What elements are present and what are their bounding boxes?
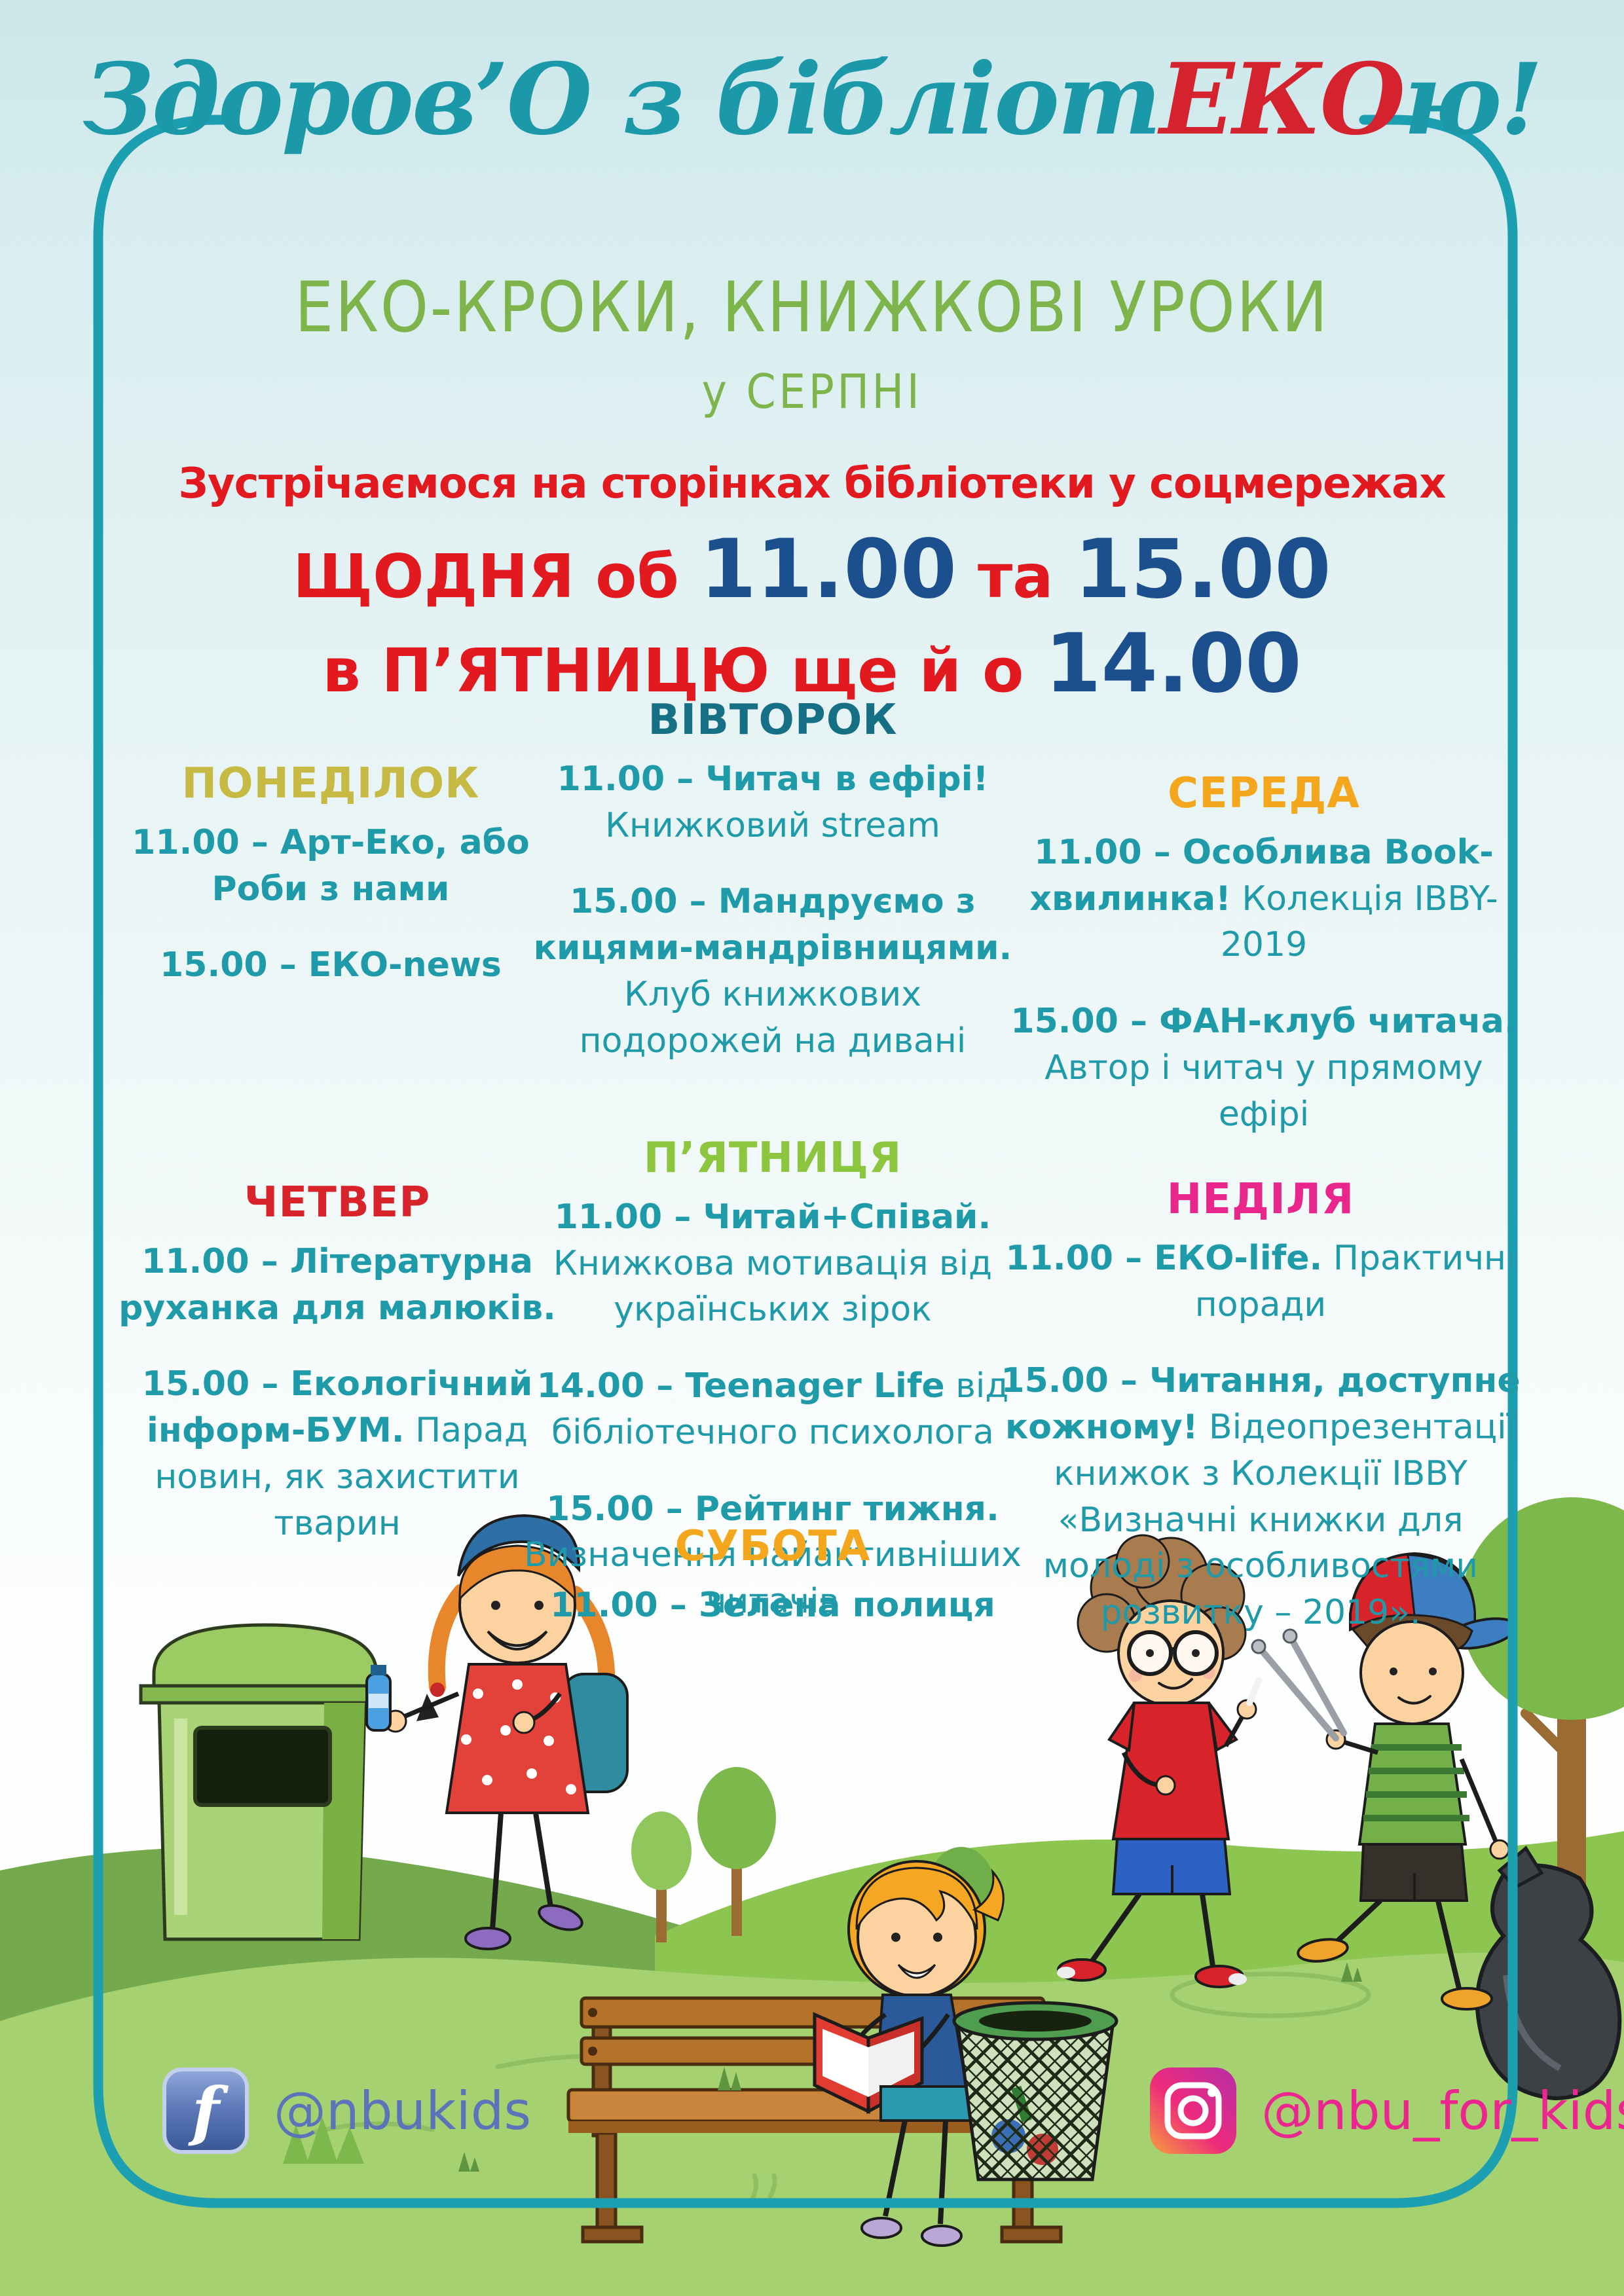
event: 15.00 – ЕКО-news bbox=[160, 945, 502, 985]
event: 15.00 – ФАН-клуб читача. Автор і читач у… bbox=[1010, 1002, 1517, 1134]
day-thursday: ЧЕТВЕР 11.00 – Літературна руханка для м… bbox=[98, 1178, 576, 1576]
day-monday-title: ПОНЕДІЛОК bbox=[181, 759, 480, 808]
facebook-link[interactable]: f @nbukids bbox=[162, 2068, 531, 2154]
event: 15.00 – Мандруємо з кицями-мандрівницями… bbox=[533, 882, 1012, 1061]
facebook-handle: @nbukids bbox=[274, 2080, 532, 2141]
day-wednesday: СЕРЕДА 11.00 – Особлива Book-хвилинка! К… bbox=[1008, 769, 1519, 1167]
day-sunday-title: НЕДІЛЯ bbox=[1166, 1175, 1355, 1224]
litter-basket bbox=[952, 2001, 1118, 2181]
event: 11.00 – Зелена полиця bbox=[550, 1586, 995, 1625]
day-tuesday: ВІВТОРОК 11.00 – Читач в ефірі! Книжкови… bbox=[524, 696, 1022, 1094]
daily-text: та bbox=[956, 541, 1075, 611]
event: 11.00 – Літературна руханка для малюків. bbox=[119, 1242, 556, 1328]
daily-time-2: 15.00 bbox=[1074, 522, 1331, 617]
daily-schedule-line: ЩОДНЯ об 11.00 та 15.00 bbox=[0, 529, 1624, 610]
daily-time-1: 11.00 bbox=[699, 522, 957, 617]
event: 11.00 – Особлива Book-хвилинка! Колекція… bbox=[1029, 833, 1498, 965]
instagram-handle: @nbu_for_kids bbox=[1261, 2080, 1624, 2141]
title-part: ю! bbox=[1403, 42, 1543, 157]
title-part: Здоров’О з бібліот bbox=[83, 42, 1162, 157]
day-thursday-title: ЧЕТВЕР bbox=[244, 1178, 431, 1227]
poster-subtitle: ЕКО-КРОКИ, КНИЖКОВІ УРОКИ bbox=[295, 267, 1329, 348]
facebook-icon[interactable]: f bbox=[162, 2068, 249, 2154]
friday-schedule-line: в П’ЯТНИЦЮ ще й о 14.00 bbox=[0, 623, 1624, 704]
title-eko-highlight: ЕКО bbox=[1159, 42, 1405, 157]
event: 11.00 – Читай+Співай. Книжкова мотивація… bbox=[553, 1197, 993, 1330]
recycle-bin bbox=[139, 1623, 385, 1941]
event: 14.00 – Teenager Life від бібліотечного … bbox=[536, 1366, 1009, 1452]
day-monday: ПОНЕДІЛОК 11.00 – Арт-Еко, або Роби з на… bbox=[111, 759, 550, 1019]
instagram-icon[interactable] bbox=[1150, 2068, 1236, 2154]
poster-month: у СЕРПНІ bbox=[701, 364, 923, 419]
day-friday-title: П’ЯТНИЦЯ bbox=[643, 1134, 902, 1182]
instagram-link[interactable]: @nbu_for_kids bbox=[1150, 2068, 1624, 2154]
day-saturday: СУБОТА 11.00 – Зелена полиця bbox=[524, 1522, 1022, 1659]
day-sunday: НЕДІЛЯ 11.00 – ЕКО-life. Практичні порад… bbox=[992, 1175, 1529, 1666]
event: 11.00 – Читач в ефірі! Книжковий stream bbox=[557, 759, 989, 845]
poster-title: Здоров’О з бібліотЕКОю! bbox=[0, 42, 1624, 157]
friday-text: в П’ЯТНИЦЮ ще й о bbox=[322, 636, 1045, 706]
day-saturday-title: СУБОТА bbox=[674, 1522, 871, 1571]
event: 11.00 – Арт-Еко, або Роби з нами bbox=[132, 823, 530, 909]
event: 11.00 – ЕКО-life. Практичні поради bbox=[1005, 1239, 1516, 1324]
daily-text: ЩОДНЯ об bbox=[293, 541, 700, 611]
event: 15.00 – Читання, доступне кожному! Відео… bbox=[1001, 1361, 1521, 1633]
event: 15.00 – Екологічний інформ-БУМ. Парад но… bbox=[141, 1364, 533, 1543]
friday-time: 14.00 bbox=[1044, 617, 1302, 711]
day-wednesday-title: СЕРЕДА bbox=[1168, 769, 1360, 818]
day-tuesday-title: ВІВТОРОК bbox=[648, 696, 898, 744]
meet-line: Зустрічаємося на сторінках бібліотеки у … bbox=[178, 460, 1446, 508]
